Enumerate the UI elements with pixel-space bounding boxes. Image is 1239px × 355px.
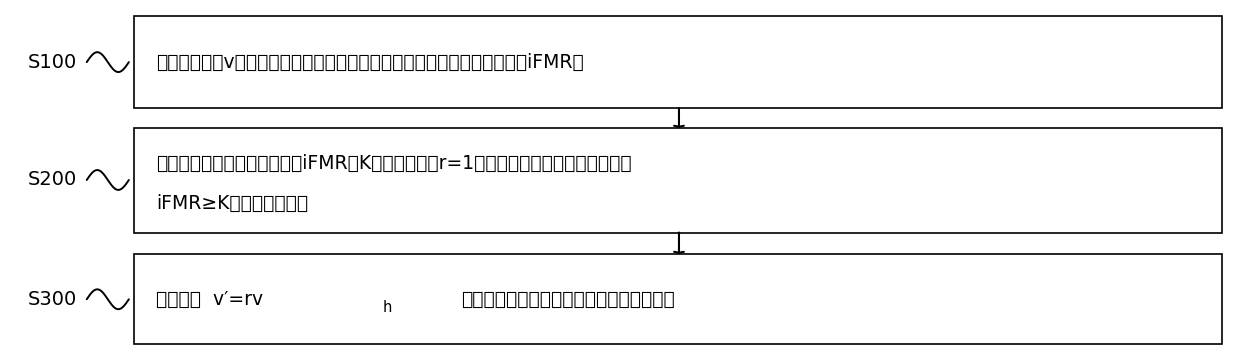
Text: 根据血流速度v、主动脉压波形、生理参数，获取舒张期的微循环阻力指数iFMR；: 根据血流速度v、主动脉压波形、生理参数，获取舒张期的微循环阻力指数iFMR；: [156, 53, 584, 72]
Text: S300: S300: [27, 290, 77, 309]
Text: 如果舒张期的微循环阻力指数iFMR＜K，则调节参数r=1；如果舒张期的微循环阻力指数: 如果舒张期的微循环阻力指数iFMR＜K，则调节参数r=1；如果舒张期的微循环阻力…: [156, 154, 632, 173]
Text: S100: S100: [27, 53, 77, 72]
Text: h: h: [383, 300, 393, 315]
Bar: [134, 16, 1222, 108]
Text: h: h: [383, 300, 393, 315]
Text: 根据公式  v′=rv: 根据公式 v′=rv: [156, 290, 263, 308]
Text: ，获取修正后的最大充血状态下血流速度。: ，获取修正后的最大充血状态下血流速度。: [461, 290, 675, 308]
Bar: [134, 128, 1222, 233]
Text: 根据公式  v′=rv: 根据公式 v′=rv: [156, 290, 263, 308]
Bar: [134, 254, 1222, 344]
Text: S200: S200: [27, 170, 77, 190]
Text: iFMR≥K，则调节参数；: iFMR≥K，则调节参数；: [156, 194, 309, 213]
